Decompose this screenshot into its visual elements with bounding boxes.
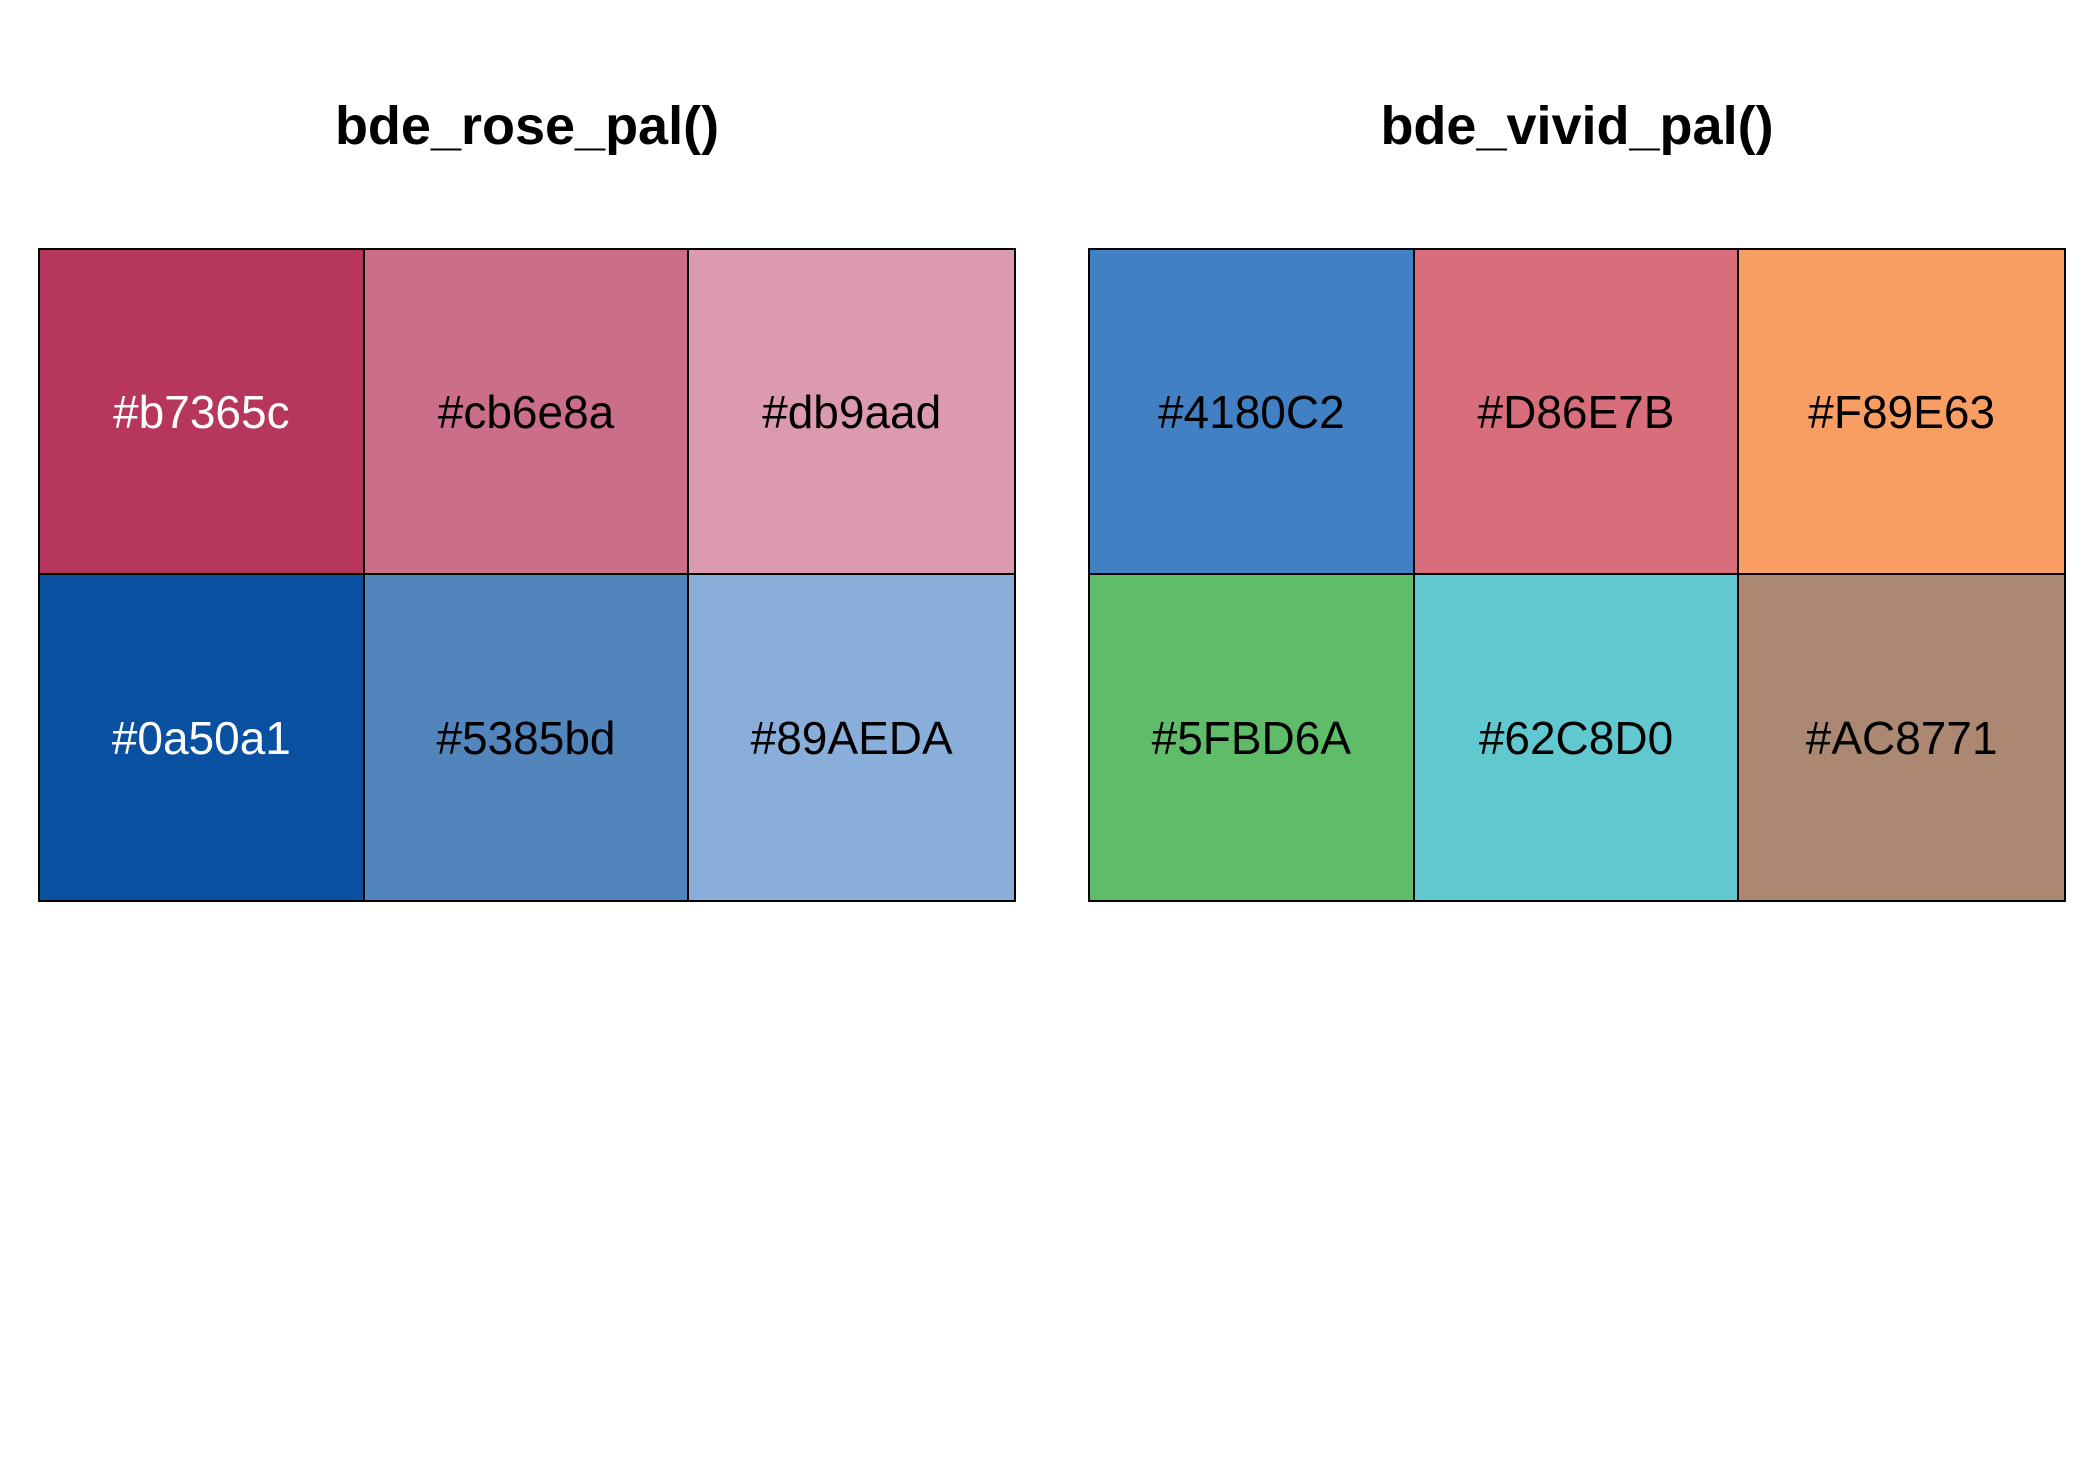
swatch-grid: #b7365c #cb6e8a #db9aad #0a50a1 #5385bd … (38, 248, 1016, 902)
swatch: #5385bd (364, 575, 690, 900)
swatch: #D86E7B (1414, 250, 1740, 575)
swatch: #4180C2 (1090, 250, 1415, 575)
swatch: #db9aad (689, 250, 1014, 575)
palette-title: bde_vivid_pal() (1380, 96, 1774, 156)
swatch: #cb6e8a (364, 250, 690, 575)
palette-rose: bde_rose_pal() #b7365c #cb6e8a #db9aad #… (38, 0, 1016, 1469)
swatch: #b7365c (40, 250, 365, 575)
swatch: #62C8D0 (1414, 575, 1740, 900)
swatch: #F89E63 (1739, 250, 2064, 575)
swatch: #5FBD6A (1090, 575, 1415, 900)
palette-vivid: bde_vivid_pal() #4180C2 #D86E7B #F89E63 … (1088, 0, 2066, 1469)
palette-title: bde_rose_pal() (334, 96, 720, 156)
swatch: #89AEDA (689, 575, 1014, 900)
swatch: #0a50a1 (40, 575, 365, 900)
swatch-grid: #4180C2 #D86E7B #F89E63 #5FBD6A #62C8D0 … (1088, 248, 2066, 902)
swatch: #AC8771 (1739, 575, 2064, 900)
